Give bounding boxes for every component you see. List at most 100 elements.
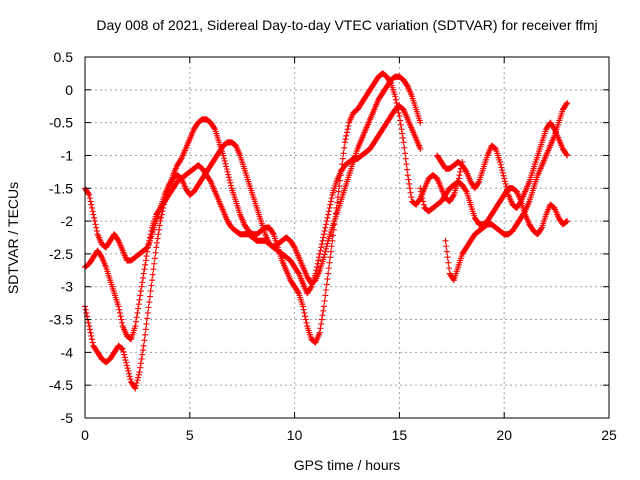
data-point	[499, 169, 506, 176]
data-point	[126, 370, 133, 377]
data-point	[139, 351, 146, 358]
data-point	[136, 296, 143, 303]
data-point	[563, 101, 570, 108]
data-point	[135, 305, 142, 312]
data-series	[82, 103, 424, 343]
data-point	[343, 132, 350, 139]
data-point	[326, 259, 333, 266]
data-point	[417, 145, 424, 152]
data-point	[475, 179, 482, 186]
data-point	[456, 172, 463, 179]
data-point	[143, 253, 150, 260]
data-point	[404, 82, 411, 89]
data-point	[141, 337, 148, 344]
data-point	[320, 234, 327, 241]
data-point	[400, 139, 407, 146]
data-point	[341, 139, 348, 146]
data-point	[563, 151, 570, 158]
data-point	[207, 177, 214, 184]
data-point	[82, 306, 89, 313]
data-point	[399, 134, 406, 141]
data-point	[221, 157, 228, 164]
x-tick-label: 20	[496, 427, 512, 443]
data-point	[145, 304, 152, 311]
data-point	[401, 144, 408, 151]
data-point	[405, 176, 412, 183]
data-point	[317, 247, 324, 254]
data-point	[135, 301, 142, 308]
y-tick-label: -3	[61, 279, 74, 295]
data-point	[124, 365, 131, 372]
data-point	[321, 227, 328, 234]
data-point	[327, 254, 334, 261]
data-point	[225, 174, 232, 181]
data-point	[119, 346, 126, 353]
data-point	[322, 248, 329, 255]
data-point	[504, 189, 511, 196]
data-point	[442, 237, 449, 244]
data-point	[445, 259, 452, 266]
data-point	[133, 382, 140, 389]
data-point	[220, 152, 227, 159]
data-point	[393, 99, 400, 106]
data-point	[341, 144, 348, 151]
data-point	[323, 221, 330, 228]
data-point	[138, 283, 145, 290]
data-point	[327, 248, 334, 255]
data-point	[156, 226, 163, 233]
y-tick-label: -3.5	[49, 312, 73, 328]
data-point	[87, 198, 94, 205]
data-point	[564, 99, 571, 106]
data-series	[442, 99, 571, 284]
data-point	[450, 192, 457, 199]
data-point	[318, 241, 325, 248]
data-point	[121, 354, 128, 361]
data-point	[148, 282, 155, 289]
data-point	[501, 175, 508, 182]
data-point	[345, 122, 352, 129]
data-point	[420, 201, 427, 208]
data-point	[144, 309, 151, 316]
y-tick-label: -2.5	[49, 246, 73, 262]
data-point	[521, 209, 528, 216]
data-point	[320, 307, 327, 314]
data-point	[407, 189, 414, 196]
data-point	[334, 199, 341, 206]
data-point	[323, 245, 330, 252]
data-point	[133, 318, 140, 325]
data-point	[155, 231, 162, 238]
data-point	[502, 180, 509, 187]
data-point	[419, 195, 426, 202]
data-point	[318, 316, 325, 323]
data-point	[88, 336, 95, 343]
data-point	[85, 190, 92, 197]
data-point	[322, 292, 329, 299]
data-point	[135, 374, 142, 381]
data-point	[134, 377, 141, 384]
data-point	[446, 265, 453, 272]
data-point	[299, 303, 306, 310]
data-point	[406, 180, 413, 187]
data-point	[137, 364, 144, 371]
data-point	[321, 297, 328, 304]
data-point	[142, 257, 149, 264]
data-point	[147, 288, 154, 295]
data-point	[86, 195, 93, 202]
data-point	[401, 150, 408, 157]
data-point	[443, 248, 450, 255]
data-point	[132, 323, 139, 330]
data-point	[398, 126, 405, 133]
data-point	[83, 309, 90, 316]
data-point	[325, 265, 332, 272]
data-point	[301, 309, 308, 316]
data-point	[136, 369, 143, 376]
data-series	[434, 119, 571, 211]
data-point	[302, 316, 309, 323]
data-point	[417, 119, 424, 126]
data-point	[149, 271, 156, 278]
data-point	[418, 188, 425, 195]
y-tick-label: -5	[61, 410, 74, 426]
data-point	[503, 186, 510, 193]
y-tick-label: -1.5	[49, 180, 73, 196]
